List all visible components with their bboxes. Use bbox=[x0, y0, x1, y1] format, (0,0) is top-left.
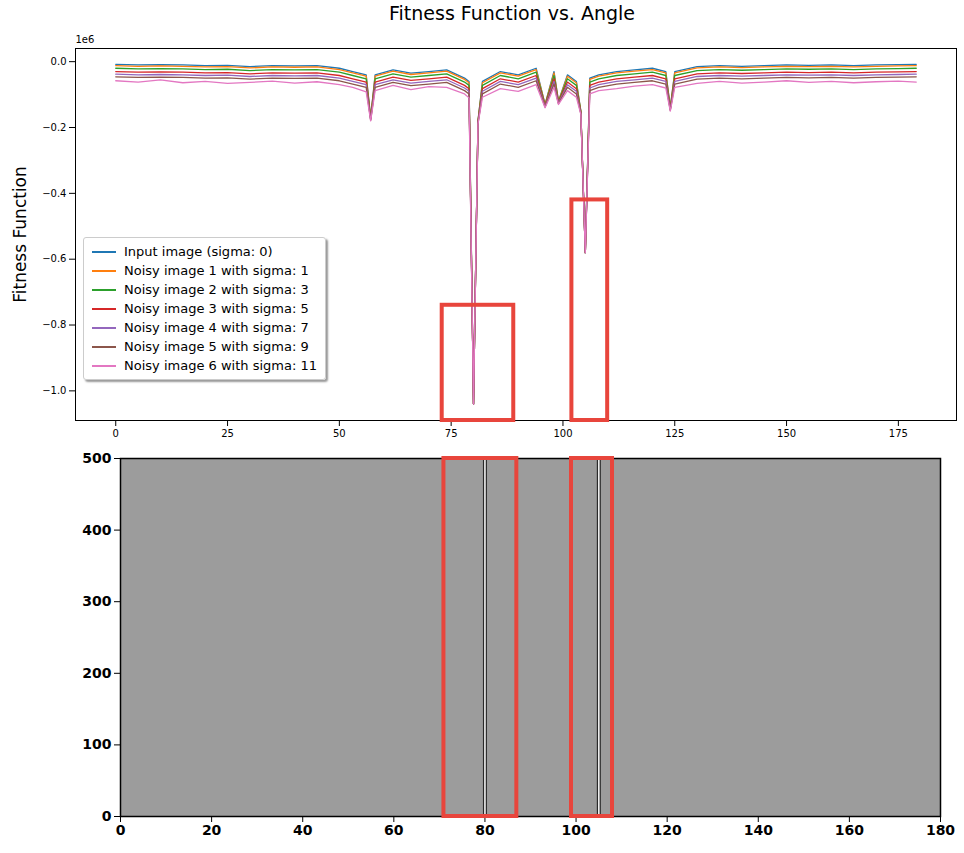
svg-text:80: 80 bbox=[475, 822, 495, 838]
svg-text:180: 180 bbox=[926, 822, 955, 838]
svg-text:140: 140 bbox=[744, 822, 773, 838]
svg-text:1e6: 1e6 bbox=[76, 34, 95, 45]
svg-text:400: 400 bbox=[82, 522, 111, 538]
svg-text:200: 200 bbox=[82, 665, 111, 681]
svg-text:150: 150 bbox=[777, 428, 796, 439]
html-text:Noisy image 4 with sigma: 7: Noisy image 4 with sigma: 7 bbox=[124, 320, 309, 335]
svg-text:0: 0 bbox=[113, 428, 119, 439]
svg-text:−0.8: −0.8 bbox=[42, 319, 66, 330]
svg-text:60: 60 bbox=[384, 822, 404, 838]
svg-text:−0.6: −0.6 bbox=[42, 253, 66, 264]
svg-text:20: 20 bbox=[202, 822, 222, 838]
svg-text:25: 25 bbox=[221, 428, 234, 439]
svg-text:−0.4: −0.4 bbox=[42, 188, 66, 199]
svg-text:120: 120 bbox=[653, 822, 682, 838]
html-text:Noisy image 6 with sigma: 11: Noisy image 6 with sigma: 11 bbox=[124, 358, 317, 373]
svg-text:40: 40 bbox=[293, 822, 313, 838]
html-text:Noisy image 1 with sigma: 1: Noisy image 1 with sigma: 1 bbox=[124, 263, 309, 278]
html-text:Noisy image 2 with sigma: 3: Noisy image 2 with sigma: 3 bbox=[124, 282, 309, 297]
svg-text:100: 100 bbox=[82, 736, 111, 752]
svg-text:Fitness Function: Fitness Function bbox=[10, 166, 30, 303]
svg-text:0: 0 bbox=[116, 822, 126, 838]
svg-text:75: 75 bbox=[445, 428, 458, 439]
svg-text:0: 0 bbox=[102, 808, 112, 824]
svg-text:125: 125 bbox=[665, 428, 684, 439]
svg-text:50: 50 bbox=[333, 428, 346, 439]
svg-text:300: 300 bbox=[82, 593, 111, 609]
html-text:Fitness Function vs. Angle: Fitness Function vs. Angle bbox=[389, 2, 635, 24]
svg-text:0.0: 0.0 bbox=[51, 56, 67, 67]
svg-text:100: 100 bbox=[561, 822, 590, 838]
svg-text:160: 160 bbox=[835, 822, 864, 838]
html-text:Noisy image 3 with sigma: 5: Noisy image 3 with sigma: 5 bbox=[124, 301, 309, 316]
svg-text:−0.2: −0.2 bbox=[42, 122, 66, 133]
html-text:Noisy image 5 with sigma: 9: Noisy image 5 with sigma: 9 bbox=[124, 339, 309, 354]
svg-text:175: 175 bbox=[889, 428, 908, 439]
html-text:Input image (sigma: 0): Input image (sigma: 0) bbox=[124, 244, 273, 259]
svg-text:−1.0: −1.0 bbox=[42, 385, 66, 396]
svg-text:500: 500 bbox=[82, 450, 111, 466]
svg-text:100: 100 bbox=[553, 428, 572, 439]
